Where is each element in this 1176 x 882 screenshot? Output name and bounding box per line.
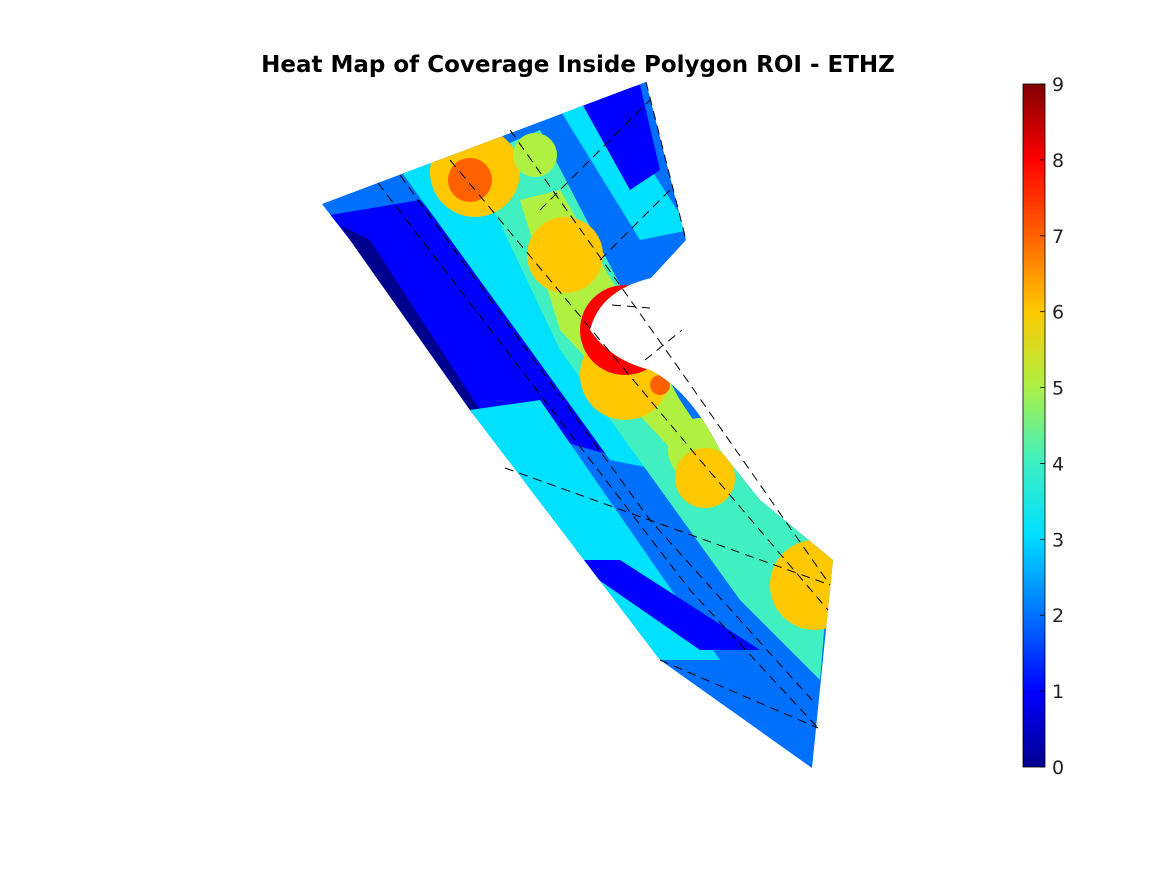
colorbar-tick-label: 6	[1052, 302, 1064, 324]
flight-line	[645, 81, 687, 241]
colorbar-tick-label: 4	[1052, 453, 1064, 475]
flight-line	[611, 304, 651, 309]
flight-line	[659, 659, 819, 729]
colorbar-tick-label: 7	[1052, 226, 1064, 248]
coverage-region-1	[580, 85, 660, 190]
coverage-region-6	[527, 217, 603, 293]
colorbar-tick-label: 5	[1052, 378, 1064, 400]
flight-line	[449, 159, 829, 611]
colorbar-tick-label: 0	[1052, 757, 1064, 779]
flight-line	[377, 182, 819, 729]
coverage-region-7	[650, 375, 670, 395]
colorbar-ticks: 0 1 2 3 4 5 6 7 8 9	[1040, 74, 1064, 779]
coverage-region-5	[513, 133, 557, 177]
colorbar-tick-label: 9	[1052, 74, 1064, 96]
colorbar-gradient	[1022, 83, 1046, 768]
chart-title: Heat Map of Coverage Inside Polygon ROI …	[261, 52, 895, 78]
flight-line	[539, 99, 651, 211]
colorbar-tick-label: 1	[1052, 681, 1064, 703]
coverage-region-7	[448, 158, 492, 202]
coverage-region-1	[570, 560, 760, 650]
flight-line	[599, 189, 671, 261]
flight-line	[644, 329, 683, 361]
colorbar-tick-label: 2	[1052, 605, 1064, 627]
colorbar-tick-label: 3	[1052, 529, 1064, 551]
colorbar-tick-label: 8	[1052, 150, 1064, 172]
flight-line	[504, 467, 831, 586]
coverage-region-0	[340, 225, 480, 415]
flight-line	[509, 129, 831, 586]
dashed-flight-lines	[377, 81, 831, 729]
coverage-region-6	[770, 540, 833, 630]
coverage-region-6	[675, 448, 735, 508]
